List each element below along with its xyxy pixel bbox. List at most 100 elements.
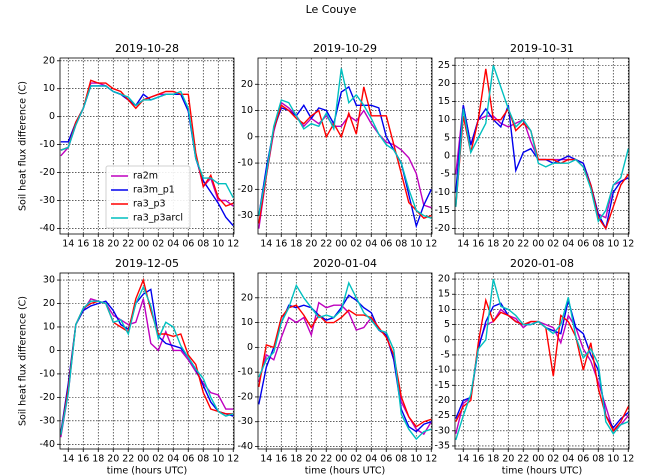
y-tick-label: -30 <box>237 210 253 221</box>
y-tick-label: 20 <box>241 79 253 90</box>
x-tick-label: 10 <box>607 454 619 465</box>
series-line <box>258 101 432 229</box>
x-tick-label: 04 <box>167 454 179 465</box>
x-tick-label: 08 <box>592 454 604 465</box>
x-tick-label: 10 <box>410 454 422 465</box>
y-tick-label: -5 <box>441 169 450 180</box>
y-tick-label: 5 <box>444 132 450 143</box>
x-tick-label: 00 <box>335 454 347 465</box>
x-tick-label: 14 <box>457 239 469 250</box>
series-line <box>258 68 432 219</box>
x-tick-label: 22 <box>517 239 529 250</box>
x-tick-label: 18 <box>290 454 302 465</box>
x-tick-label: 12 <box>227 454 239 465</box>
y-tick-label: 0 <box>247 131 253 142</box>
x-tick-label: 20 <box>107 239 119 250</box>
y-tick-label: -10 <box>434 365 450 376</box>
x-tick-label: 22 <box>320 454 332 465</box>
x-tick-label: 18 <box>92 454 104 465</box>
series-line <box>455 308 629 434</box>
x-tick-label: 02 <box>152 454 164 465</box>
series-line <box>455 68 629 231</box>
y-tick-label: 10 <box>241 105 253 116</box>
series-line <box>60 297 234 438</box>
x-tick-label: 08 <box>592 239 604 250</box>
y-tick-label: -40 <box>39 223 55 234</box>
x-tick-label: 14 <box>457 454 469 465</box>
y-tick-label: 25 <box>438 60 450 71</box>
plot-frame <box>454 272 630 450</box>
y-tick-label: 0 <box>444 150 450 161</box>
x-tick-label: 22 <box>320 239 332 250</box>
x-tick-label: 00 <box>137 239 149 250</box>
y-tick-label: 20 <box>438 274 450 285</box>
y-tick-label: -10 <box>39 368 55 379</box>
legend-box <box>105 165 191 229</box>
x-tick-label: 16 <box>275 454 287 465</box>
x-tick-label: 04 <box>562 454 574 465</box>
y-tick-label: 0 <box>49 111 55 122</box>
x-tick-label: 22 <box>122 239 134 250</box>
y-tick-label: 20 <box>43 55 55 66</box>
panel-title: 2019-12-05 <box>115 257 179 270</box>
x-tick-label: 06 <box>577 239 589 250</box>
y-tick-label: 0 <box>49 345 55 356</box>
x-tick-label: 20 <box>502 454 514 465</box>
plot-frame <box>454 57 630 235</box>
legend-label: ra3_p3arcl <box>133 213 183 224</box>
x-tick-label: 00 <box>137 454 149 465</box>
y-tick-label: 15 <box>438 96 450 107</box>
y-tick-label: -20 <box>434 223 450 234</box>
y-tick-label: -40 <box>39 439 55 450</box>
y-tick-label: 10 <box>43 83 55 94</box>
x-tick-label: 10 <box>410 239 422 250</box>
x-tick-label: 06 <box>182 239 194 250</box>
series-line <box>258 304 432 428</box>
series-line <box>455 105 629 219</box>
x-tick-label: 02 <box>547 454 559 465</box>
legend-label: ra3m_p1 <box>133 185 175 196</box>
x-tick-label: 02 <box>350 454 362 465</box>
y-tick-label: -20 <box>237 391 253 402</box>
y-tick-label: 20 <box>438 78 450 89</box>
x-tick-label: 06 <box>380 454 392 465</box>
x-tick-label: 22 <box>517 454 529 465</box>
series-line <box>455 278 629 441</box>
y-tick-label: 5 <box>444 319 450 330</box>
y-tick-label: 0 <box>247 342 253 353</box>
x-tick-label: 06 <box>182 454 194 465</box>
series-line <box>258 294 432 433</box>
y-tick-label: -10 <box>434 187 450 198</box>
x-tick-label: 12 <box>622 239 634 250</box>
x-tick-label: 04 <box>562 239 574 250</box>
x-tick-label: 00 <box>532 454 544 465</box>
y-tick-label: -10 <box>237 158 253 169</box>
y-tick-label: -25 <box>434 410 450 421</box>
x-tick-label: 18 <box>290 239 302 250</box>
figure-title: Le Couye <box>306 3 357 16</box>
x-axis-label: time (hours UTC) <box>502 466 582 476</box>
x-tick-label: 12 <box>622 454 634 465</box>
panel-title: 2020-01-08 <box>510 257 574 270</box>
x-tick-label: 12 <box>425 454 437 465</box>
x-tick-label: 16 <box>77 239 89 250</box>
x-tick-label: 20 <box>305 454 317 465</box>
x-tick-label: 20 <box>107 454 119 465</box>
x-tick-label: 18 <box>92 239 104 250</box>
x-axis-label: time (hours UTC) <box>305 466 385 476</box>
x-tick-label: 04 <box>167 239 179 250</box>
y-tick-label: 20 <box>241 292 253 303</box>
legend-label: ra3_p3 <box>133 199 166 210</box>
x-tick-label: 14 <box>62 454 74 465</box>
x-tick-label: 14 <box>62 239 74 250</box>
x-tick-label: 10 <box>607 239 619 250</box>
y-axis-label: Soil heat flux difference (C) <box>18 81 29 211</box>
plot-frame <box>257 57 433 235</box>
series-line <box>258 301 432 436</box>
x-tick-label: 06 <box>380 239 392 250</box>
plot-frame <box>257 272 433 450</box>
x-tick-label: 06 <box>577 454 589 465</box>
x-tick-label: 16 <box>77 454 89 465</box>
y-tick-label: 10 <box>438 114 450 125</box>
series-line <box>60 288 234 433</box>
